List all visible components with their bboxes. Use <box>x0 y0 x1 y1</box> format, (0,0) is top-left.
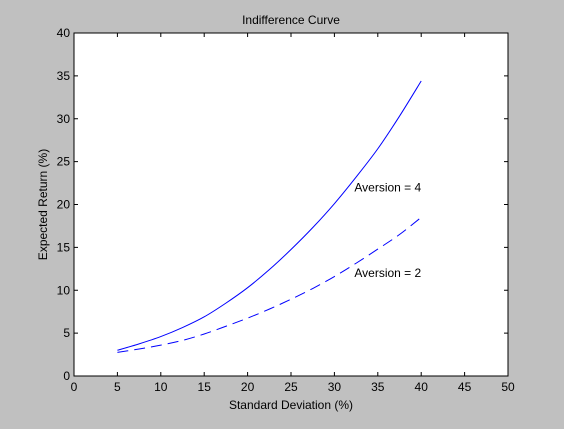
y-tick-label: 10 <box>57 283 71 297</box>
x-axis-label: Standard Deviation (%) <box>229 398 353 412</box>
y-tick-label: 20 <box>57 198 71 212</box>
y-tick-label: 40 <box>57 26 71 40</box>
y-tick-label: 0 <box>63 369 70 383</box>
x-tick-label: 35 <box>371 380 385 394</box>
y-axis-label: Expected Return (%) <box>36 149 50 260</box>
curve-annotation: Aversion = 2 <box>354 266 421 280</box>
x-tick-label: 25 <box>284 380 298 394</box>
x-tick-label: 30 <box>328 380 342 394</box>
y-tick-label: 15 <box>57 240 71 254</box>
dashed-curve <box>117 216 422 353</box>
x-tick-label: 50 <box>501 380 515 394</box>
y-tick-label: 25 <box>57 155 71 169</box>
chart-title: Indifference Curve <box>242 13 340 27</box>
curve-annotation: Aversion = 4 <box>354 180 421 194</box>
x-tick-label: 5 <box>114 380 121 394</box>
y-tick-label: 5 <box>63 326 70 340</box>
x-tick-label: 40 <box>415 380 429 394</box>
x-tick-label: 20 <box>241 380 255 394</box>
x-tick-label: 0 <box>71 380 78 394</box>
y-tick-label: 35 <box>57 69 71 83</box>
plot-area <box>74 33 508 376</box>
x-tick-label: 10 <box>154 380 168 394</box>
x-tick-label: 15 <box>198 380 212 394</box>
solid-curve <box>117 80 422 351</box>
x-tick-label: 45 <box>458 380 472 394</box>
y-tick-label: 30 <box>57 112 71 126</box>
